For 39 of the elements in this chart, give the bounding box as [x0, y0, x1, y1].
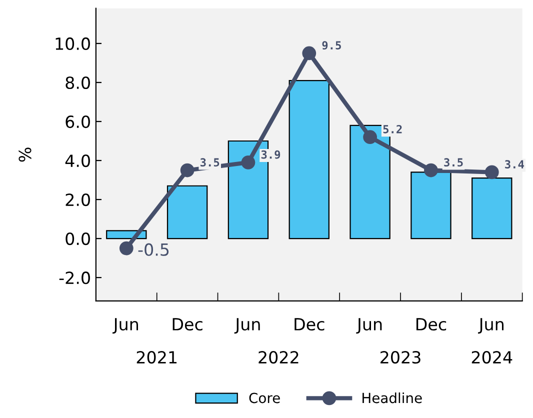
text: 2021: [136, 350, 177, 364]
y-tick-label: 0.0: [66, 232, 90, 246]
bar: [166, 185, 208, 240]
x-tick-label: Jun: [478, 318, 504, 334]
bar: [288, 80, 330, 240]
x-tick-label: Jun: [356, 318, 382, 334]
data-label: 3.9: [261, 150, 280, 159]
x-tick-label: Jun: [112, 318, 138, 334]
data-label: 3.5: [444, 158, 463, 167]
data-label: 5.2: [383, 124, 402, 134]
text: 2022: [258, 350, 298, 364]
y-tick-label: 4.0: [65, 154, 90, 168]
data-label: 9.5: [322, 41, 341, 50]
y-tick-label: 8.0: [66, 76, 90, 90]
point: [119, 241, 134, 256]
x-tick-label: Jun: [234, 318, 260, 334]
y-tick-label: 10.0: [56, 37, 90, 50]
text: 2024: [472, 350, 512, 364]
y-tick-label: 6.0: [66, 115, 90, 128]
point: [302, 46, 316, 60]
point: [241, 156, 256, 170]
legend-label: Headline: [362, 392, 422, 404]
bar: [410, 172, 452, 240]
point: [424, 163, 438, 178]
x-tick-label: Dec: [294, 318, 324, 331]
point: [363, 130, 377, 144]
bar: [472, 178, 512, 240]
y-axis-title: %: [18, 148, 32, 162]
data-label: 3.5: [200, 158, 220, 167]
x-tick-label: Dec: [416, 318, 446, 331]
x-tick-label: Dec: [172, 318, 202, 331]
legend-label: Core: [249, 392, 280, 404]
point: [484, 165, 499, 180]
data-label: -0.5: [138, 243, 169, 256]
data-label: 3.4: [505, 160, 524, 168]
y-tick-label: 2.0: [66, 193, 90, 206]
text: 2023: [380, 350, 420, 364]
point: [180, 163, 194, 178]
y-tick-label: -2.0: [59, 272, 90, 284]
